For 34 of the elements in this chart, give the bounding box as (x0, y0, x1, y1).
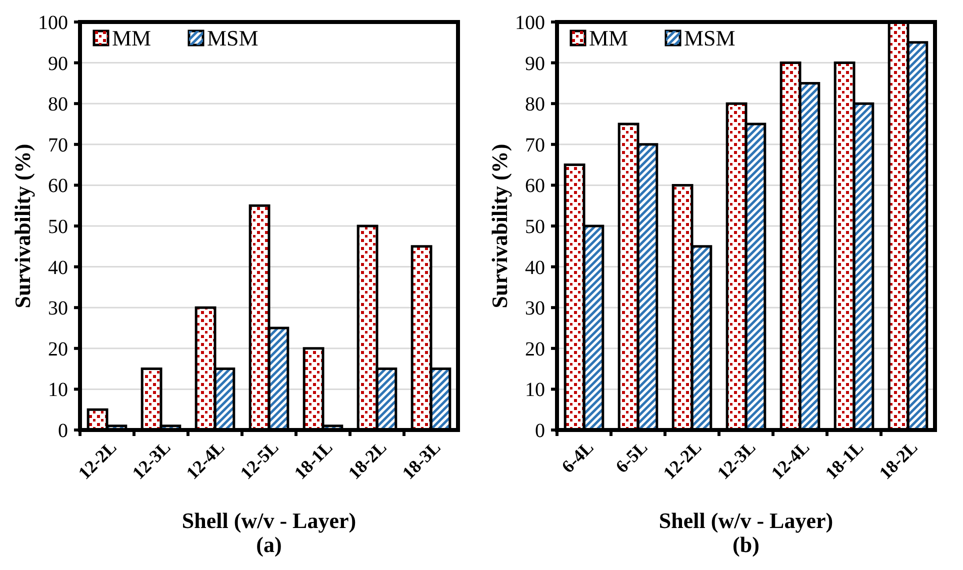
y-tick-label: 100 (515, 12, 545, 34)
y-tick-label: 90 (525, 52, 545, 75)
y-tick-label: 90 (48, 52, 68, 75)
y-tick-label: 40 (48, 256, 68, 279)
y-axis-title: Survivability (%) (487, 144, 512, 308)
y-tick-label: 50 (48, 216, 68, 238)
y-tick-label: 0 (535, 420, 545, 442)
x-axis-title: Shell (w/v - Layer) (658, 508, 834, 533)
y-tick-label: 30 (48, 298, 68, 320)
y-tick-label: 70 (48, 134, 68, 156)
x-tick-label: 6-5L (612, 437, 652, 477)
y-tick-label: 80 (48, 94, 68, 116)
x-tick-label: 6-4L (558, 437, 598, 477)
legend-label: MM (112, 26, 152, 51)
y-tick-label: 0 (58, 420, 68, 442)
y-tick-label: 10 (48, 379, 68, 402)
y-tick-label: 40 (525, 256, 545, 279)
y-tick-label: 80 (525, 94, 545, 116)
x-axis-title: Shell (w/v - Layer) (182, 508, 356, 533)
y-axis-title: Survivability (%) (10, 144, 35, 308)
y-tick-label: 70 (525, 134, 545, 156)
y-tick-label: 60 (525, 175, 545, 198)
y-tick-label: 10 (525, 379, 545, 402)
text: (a) (256, 532, 282, 557)
legend-label: MSM (684, 26, 736, 51)
legend-label: MM (589, 26, 628, 51)
y-tick-label: 100 (38, 12, 68, 34)
text: (b) (732, 532, 760, 557)
legend-label: MSM (207, 26, 258, 51)
y-tick-label: 20 (525, 338, 545, 360)
y-tick-label: 20 (48, 338, 68, 360)
y-tick-label: 60 (48, 175, 68, 198)
y-tick-label: 50 (525, 216, 545, 238)
y-tick-label: 30 (525, 298, 545, 320)
